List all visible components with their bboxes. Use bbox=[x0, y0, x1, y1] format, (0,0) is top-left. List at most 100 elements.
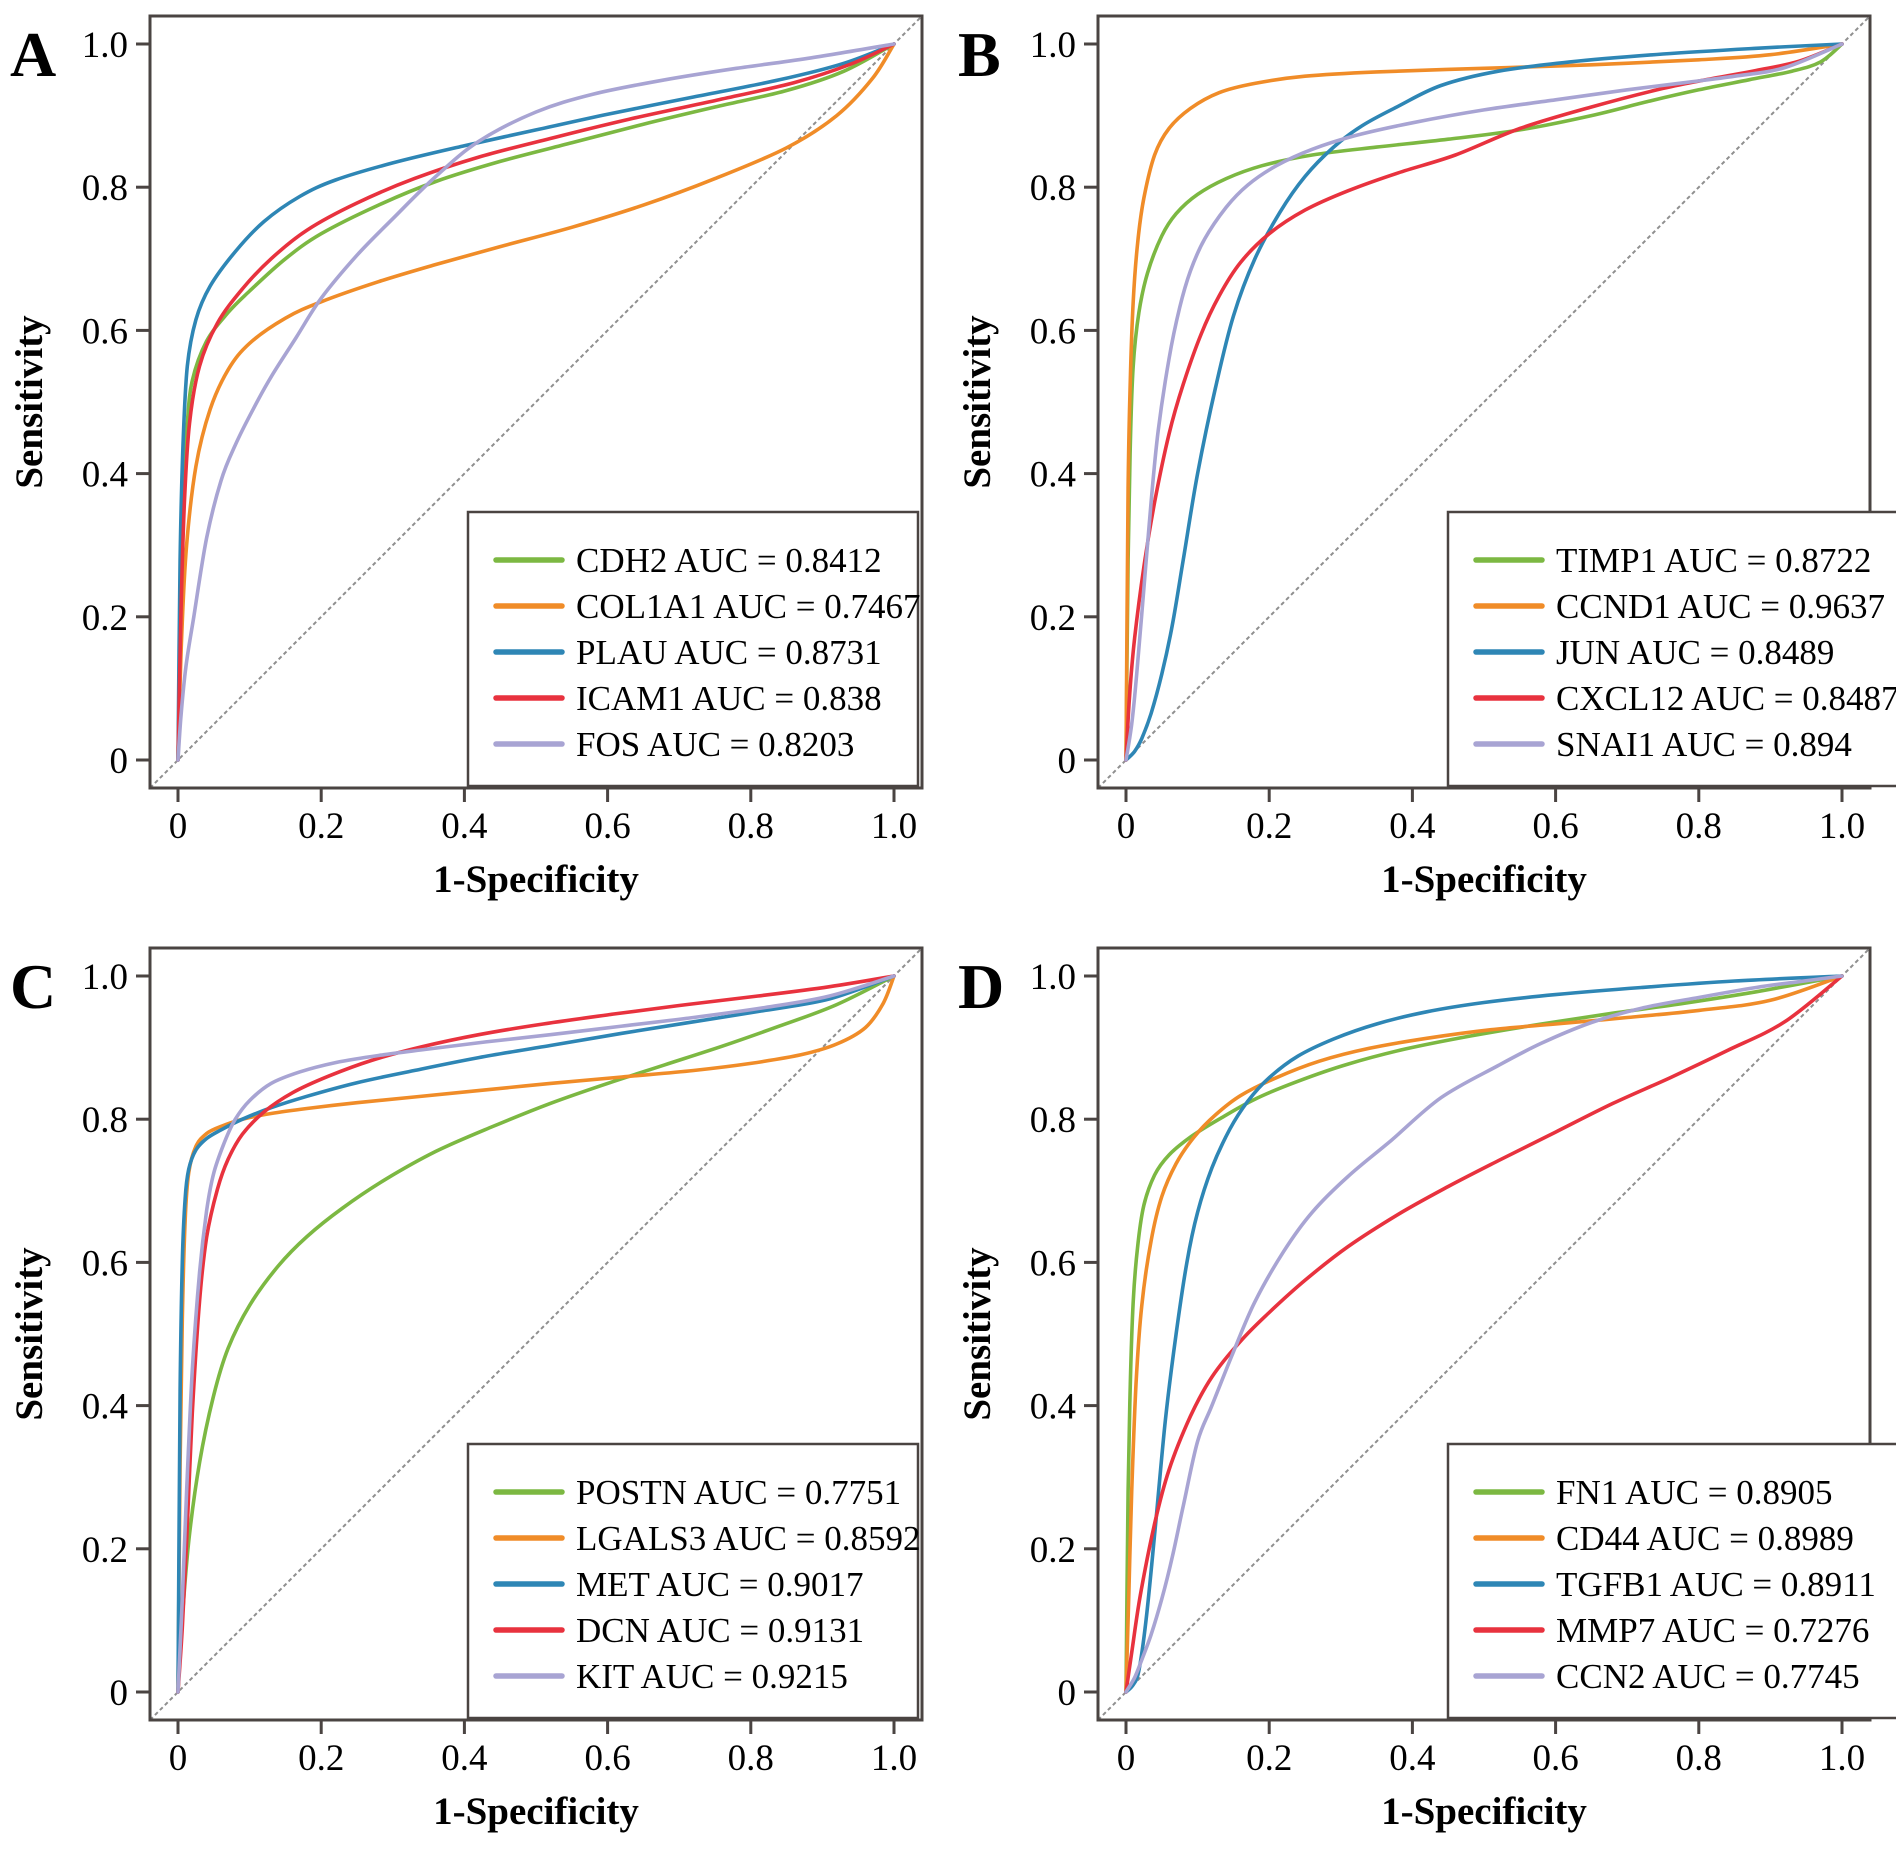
roc-chart-D: D 00 0.2 0.2 0.4 0.4 0.6 0.6 0.8 0.8 1.0 1.0 1-Speci… bbox=[956, 946, 1896, 1833]
panel-A: A 0 0 0.2 0.2 0.4 0.4 0.6 0.6 0.8 0.8 1.0 1.0 1-Speci… bbox=[0, 0, 948, 932]
legend-entry-ICAM1: ICAM1 AUC = 0.838 bbox=[493, 679, 882, 718]
legend-label: FOS AUC = 0.8203 bbox=[576, 725, 854, 764]
y-tick-label: 0 bbox=[110, 741, 129, 782]
x-tick-label: 0.2 bbox=[298, 806, 344, 847]
x-tick-label: 1.0 bbox=[871, 806, 917, 847]
legend-entry-KIT: KIT AUC = 0.9215 bbox=[493, 1657, 848, 1696]
x-tick-label: 0.4 bbox=[441, 1738, 487, 1779]
y-tick-label: 0.4 bbox=[1030, 1387, 1076, 1428]
roc-curve-TIMP1 bbox=[1124, 42, 1844, 762]
roc-curve-PLAU bbox=[176, 42, 896, 762]
panel-letter-B: B bbox=[958, 19, 1001, 90]
legend-entry-MET: MET AUC = 0.9017 bbox=[493, 1565, 863, 1604]
roc-curve-KIT bbox=[176, 974, 896, 1694]
roc-curve-COL1A1 bbox=[176, 42, 896, 762]
x-tick-label: 0.2 bbox=[1246, 1738, 1292, 1779]
legend-label: ICAM1 AUC = 0.838 bbox=[576, 679, 882, 718]
legend-label: SNAI1 AUC = 0.894 bbox=[1556, 725, 1852, 764]
panel-letter-C: C bbox=[10, 951, 56, 1022]
y-axis-title: Sensitivity bbox=[8, 315, 51, 489]
legend-label: COL1A1 AUC = 0.7467 bbox=[576, 587, 920, 626]
roc-chart-C: C 00 0.2 0.2 0.4 0.4 0.6 0.6 0.8 0.8 1.0 1.0 1-Speci… bbox=[8, 946, 924, 1833]
x-axis-title: 1-Specificity bbox=[1381, 1790, 1587, 1833]
x-tick-label: 0.2 bbox=[1246, 806, 1292, 847]
roc-curve-POSTN bbox=[176, 974, 896, 1694]
y-tick-label: 0.8 bbox=[82, 168, 128, 209]
legend-entry-TIMP1: TIMP1 AUC = 0.8722 bbox=[1473, 541, 1871, 580]
y-tick-label: 0.4 bbox=[82, 1387, 128, 1428]
roc-curve-ICAM1 bbox=[176, 42, 896, 762]
x-tick-label: 0 bbox=[1117, 806, 1136, 847]
y-tick-label: 0.2 bbox=[82, 1530, 128, 1571]
x-tick-label: 0.8 bbox=[1676, 1738, 1722, 1779]
panel-letter-D: D bbox=[958, 951, 1004, 1022]
plot-frame bbox=[1096, 14, 1872, 790]
y-tick-label: 0.2 bbox=[82, 598, 128, 639]
y-tick-label: 0 bbox=[1058, 1673, 1077, 1714]
x-tick-label: 0.6 bbox=[1532, 1738, 1578, 1779]
x-tick-label: 1.0 bbox=[1819, 806, 1865, 847]
legend-entry-POSTN: POSTN AUC = 0.7751 bbox=[493, 1473, 901, 1512]
roc-curve-JUN bbox=[1124, 42, 1844, 762]
y-tick-label: 1.0 bbox=[1030, 25, 1076, 66]
legend-label: CCN2 AUC = 0.7745 bbox=[1556, 1657, 1860, 1696]
legend-entry-PLAU: PLAU AUC = 0.8731 bbox=[493, 633, 882, 672]
roc-curve-CCN2 bbox=[1124, 974, 1844, 1694]
y-tick-label: 0.8 bbox=[1030, 1100, 1076, 1141]
y-tick-label: 0.6 bbox=[82, 311, 128, 352]
legend-entry-CD44: CD44 AUC = 0.8989 bbox=[1473, 1519, 1854, 1558]
legend-box bbox=[466, 510, 920, 788]
y-tick-label: 0.2 bbox=[1030, 598, 1076, 639]
legend-label: CDH2 AUC = 0.8412 bbox=[576, 541, 882, 580]
panel-B: B 0 0 0.2 0.2 0.4 0.4 0.6 0.6 0.8 0.8 1.0 1.0 1-Speci… bbox=[948, 0, 1896, 932]
legend-label: MET AUC = 0.9017 bbox=[576, 1565, 863, 1604]
legend-label: KIT AUC = 0.9215 bbox=[576, 1657, 848, 1696]
legend-label: CXCL12 AUC = 0.8487 bbox=[1556, 679, 1896, 718]
legend-entry-SNAI1: SNAI1 AUC = 0.894 bbox=[1473, 725, 1852, 764]
x-axis-title: 1-Specificity bbox=[433, 858, 639, 901]
roc-curve-CCND1 bbox=[1124, 42, 1844, 762]
legend-entry-MMP7: MMP7 AUC = 0.7276 bbox=[1473, 1611, 1869, 1650]
legend-label: POSTN AUC = 0.7751 bbox=[576, 1473, 901, 1512]
x-tick-label: 0.6 bbox=[584, 1738, 630, 1779]
legend-label: MMP7 AUC = 0.7276 bbox=[1556, 1611, 1869, 1650]
y-tick-label: 0.2 bbox=[1030, 1530, 1076, 1571]
y-tick-label: 1.0 bbox=[1030, 957, 1076, 998]
legend-entry-DCN: DCN AUC = 0.9131 bbox=[493, 1611, 864, 1650]
panel-D: D 0 0 0.2 0.2 0.4 0.4 0.6 0.6 0.8 0.8 1.0 1.0 1-Speci… bbox=[948, 932, 1896, 1865]
plot-frame bbox=[148, 14, 924, 790]
legend-label: LGALS3 AUC = 0.8592 bbox=[576, 1519, 920, 1558]
legend-entry-CXCL12: CXCL12 AUC = 0.8487 bbox=[1473, 679, 1896, 718]
roc-curve-CD44 bbox=[1124, 974, 1844, 1694]
roc-chart-A: A 00 0.2 0.2 0.4 0.4 0.6 0.6 0.8 0.8 1.0 1.0 1-Speci… bbox=[8, 14, 924, 901]
x-tick-label: 0.8 bbox=[1676, 806, 1722, 847]
legend-entry-COL1A1: COL1A1 AUC = 0.7467 bbox=[493, 587, 920, 626]
x-axis-title: 1-Specificity bbox=[433, 1790, 639, 1833]
x-tick-label: 0 bbox=[1117, 1738, 1136, 1779]
y-tick-label: 0 bbox=[1058, 741, 1077, 782]
legend-C: POSTN AUC = 0.7751 LGALS3 AUC = 0.8592 MET… bbox=[466, 1442, 920, 1720]
x-tick-label: 0.2 bbox=[298, 1738, 344, 1779]
x-tick-label: 0 bbox=[169, 1738, 188, 1779]
plot-frame bbox=[1096, 946, 1872, 1722]
y-tick-label: 0 bbox=[110, 1673, 129, 1714]
legend-label: FN1 AUC = 0.8905 bbox=[1556, 1473, 1832, 1512]
legend-label: CD44 AUC = 0.8989 bbox=[1556, 1519, 1854, 1558]
roc-curve-TGFB1 bbox=[1124, 974, 1844, 1694]
y-tick-label: 0.6 bbox=[1030, 1243, 1076, 1284]
y-tick-label: 0.8 bbox=[82, 1100, 128, 1141]
legend-entry-CDH2: CDH2 AUC = 0.8412 bbox=[493, 541, 882, 580]
legend-label: TIMP1 AUC = 0.8722 bbox=[1556, 541, 1871, 580]
legend-entry-CCN2: CCN2 AUC = 0.7745 bbox=[1473, 1657, 1860, 1696]
x-tick-label: 0.8 bbox=[728, 806, 774, 847]
legend-label: TGFB1 AUC = 0.8911 bbox=[1556, 1565, 1876, 1604]
legend-entry-FN1: FN1 AUC = 0.8905 bbox=[1473, 1473, 1832, 1512]
y-tick-label: 0.6 bbox=[1030, 311, 1076, 352]
legend-label: JUN AUC = 0.8489 bbox=[1556, 633, 1834, 672]
y-tick-label: 0.6 bbox=[82, 1243, 128, 1284]
y-axis-title: Sensitivity bbox=[956, 1247, 999, 1421]
panel-C: C 0 0 0.2 0.2 0.4 0.4 0.6 0.6 0.8 0.8 1.0 1.0 1-Speci… bbox=[0, 932, 948, 1865]
legend-label: DCN AUC = 0.9131 bbox=[576, 1611, 864, 1650]
y-tick-label: 1.0 bbox=[82, 957, 128, 998]
